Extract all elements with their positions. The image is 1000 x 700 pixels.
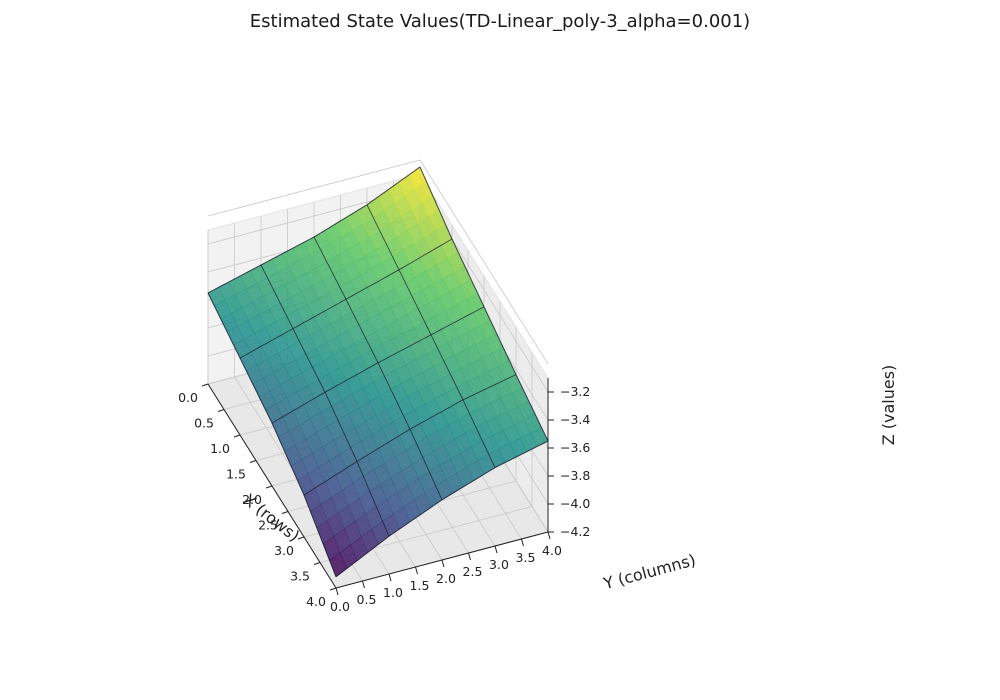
x-tick-mark xyxy=(313,562,321,565)
y-tick-mark xyxy=(362,580,365,589)
x-tick-mark xyxy=(217,409,225,412)
x-tick-label: 4.0 xyxy=(306,594,326,609)
x-tick-mark xyxy=(233,434,241,438)
y-tick-mark xyxy=(415,566,418,575)
x-tick-label: 2.0 xyxy=(242,492,262,507)
y-tick-label: 2.5 xyxy=(463,564,483,579)
y-tick-mark xyxy=(441,559,445,568)
x-tick-mark xyxy=(201,383,209,387)
x-tick-label: 0.5 xyxy=(194,416,214,431)
chart-title: Estimated State Values(TD-Linear_poly-3_… xyxy=(249,11,751,32)
z-tick-label: −3.4 xyxy=(560,412,590,427)
y-tick-label: 1.5 xyxy=(410,578,430,593)
wireframe-line xyxy=(419,166,549,442)
x-tick-mark xyxy=(297,536,305,540)
y-tick-label: 3.0 xyxy=(489,557,509,572)
z-axis-label: Z (values) xyxy=(879,365,898,446)
y-tick-mark xyxy=(388,573,392,582)
x-tick-label: 1.0 xyxy=(210,441,230,456)
y-tick-label: 1.0 xyxy=(383,585,403,600)
x-tick-label: 2.5 xyxy=(258,518,278,533)
wireframe xyxy=(207,166,549,578)
x-tick-mark xyxy=(249,460,257,463)
y-tick-label: 2.0 xyxy=(436,571,456,586)
y-axis-label: Y (columns) xyxy=(600,550,697,593)
x-tick-label: 3.5 xyxy=(290,569,310,584)
z-tick-label: −3.6 xyxy=(560,440,590,455)
x-tick-label: 1.5 xyxy=(226,467,246,482)
z-tick-label: −3.8 xyxy=(560,468,590,483)
z-tick-label: −4.0 xyxy=(560,496,590,511)
y-tick-mark xyxy=(521,538,524,547)
z-tick-label: −4.2 xyxy=(560,524,590,539)
wireframe-line xyxy=(303,374,517,496)
wireframe-line xyxy=(366,204,496,468)
y-tick-label: 4.0 xyxy=(542,543,562,558)
x-tick-mark xyxy=(329,587,337,591)
y-tick-mark xyxy=(547,531,551,540)
x-tick-label: 0.0 xyxy=(178,390,198,405)
y-tick-label: 0.5 xyxy=(357,592,377,607)
wireframe-line xyxy=(313,236,443,500)
grid-line xyxy=(207,159,421,217)
y-tick-mark xyxy=(335,587,339,596)
grid-line xyxy=(419,159,549,365)
wireframe-line xyxy=(335,440,549,578)
y-tick-label: 3.5 xyxy=(516,550,536,565)
y-tick-label: 0.0 xyxy=(330,599,350,614)
x-tick-label: 3.0 xyxy=(274,543,294,558)
y-tick-mark xyxy=(468,552,471,561)
x-tick-mark xyxy=(265,485,273,489)
z-tick-label: −3.2 xyxy=(560,384,590,399)
y-tick-mark xyxy=(494,545,498,554)
x-tick-mark xyxy=(281,511,289,514)
